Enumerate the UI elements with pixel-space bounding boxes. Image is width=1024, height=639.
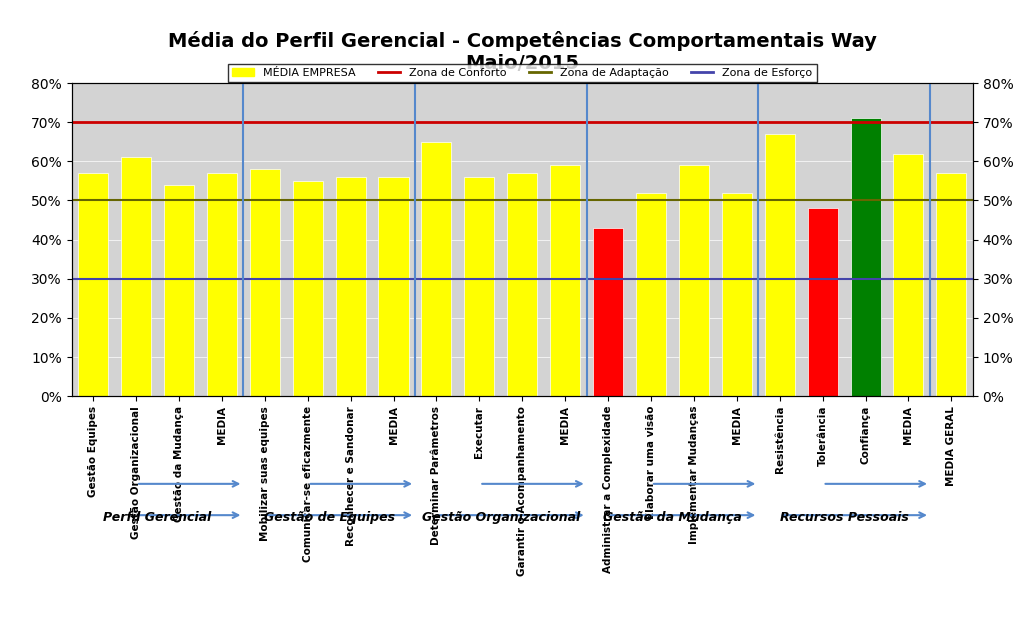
Bar (422, 142, 452, 396)
Bar (722, 193, 752, 396)
Bar (336, 177, 366, 396)
Bar (765, 134, 795, 396)
Bar (507, 173, 538, 396)
Bar (293, 181, 323, 396)
Bar (207, 173, 237, 396)
Bar (121, 157, 152, 396)
Bar (893, 153, 924, 396)
Bar (593, 228, 623, 396)
Bar (808, 208, 838, 396)
Bar (936, 173, 967, 396)
Bar (464, 177, 495, 396)
Title: Média do Perfil Gerencial - Competências Comportamentais Way
Maio/2015: Média do Perfil Gerencial - Competências… (168, 31, 877, 73)
Bar (164, 185, 194, 396)
Text: Perfil Gerencial: Perfil Gerencial (103, 511, 212, 524)
Bar (550, 166, 581, 396)
Text: Gestão Organizacional: Gestão Organizacional (422, 511, 580, 524)
Bar (851, 118, 881, 396)
Bar (679, 166, 709, 396)
Text: Recursos Pessoais: Recursos Pessoais (779, 511, 908, 524)
Bar (636, 193, 666, 396)
Text: Gestão da Mudança: Gestão da Mudança (603, 511, 741, 524)
Bar (78, 173, 109, 396)
Bar (250, 169, 280, 396)
Legend: MÉDIA EMPRESA, Zona de Conforto, Zona de Adaptação, Zona de Esforço: MÉDIA EMPRESA, Zona de Conforto, Zona de… (227, 63, 817, 82)
Bar (379, 177, 409, 396)
Text: Gestão de Equipes: Gestão de Equipes (263, 511, 394, 524)
